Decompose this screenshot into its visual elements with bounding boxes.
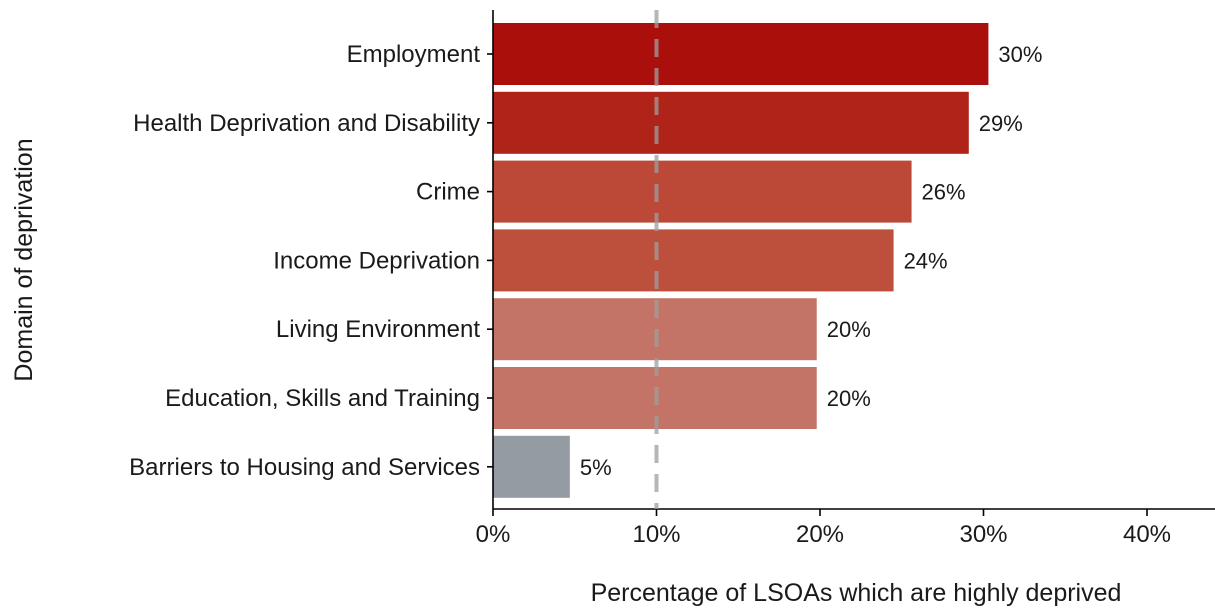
- category-label: Crime: [416, 179, 480, 206]
- data-labels: 30% 29% 26% 24% 20% 20% 5%: [580, 42, 1043, 480]
- category-label: Employment: [347, 41, 481, 68]
- data-label: 20%: [827, 386, 871, 411]
- bar: [493, 160, 912, 223]
- category-labels: Employment Health Deprivation and Disabil…: [129, 41, 480, 481]
- x-tick-label: 0%: [476, 521, 511, 548]
- bar: [493, 91, 969, 154]
- data-label: 30%: [998, 42, 1042, 67]
- category-label: Health Deprivation and Disability: [133, 110, 480, 137]
- data-label: 26%: [922, 180, 966, 205]
- x-tick-label: 10%: [632, 521, 680, 548]
- data-label: 20%: [827, 317, 871, 342]
- x-axis-title: Percentage of LSOAs which are highly dep…: [591, 579, 1122, 607]
- bar: [493, 229, 894, 292]
- data-label: 5%: [580, 455, 612, 480]
- bar: [493, 23, 989, 85]
- data-label: 24%: [904, 248, 948, 273]
- x-tick-label: 40%: [1123, 521, 1171, 548]
- data-label: 29%: [979, 111, 1023, 136]
- category-label: Living Environment: [276, 316, 480, 343]
- x-ticks: 0% 10% 20% 30% 40%: [476, 509, 1171, 548]
- category-label: Income Deprivation: [273, 247, 480, 274]
- y-axis-title: Domain of deprivation: [10, 138, 38, 381]
- x-tick-label: 30%: [959, 521, 1007, 548]
- category-label: Education, Skills and Training: [165, 385, 480, 412]
- bar: [493, 435, 570, 498]
- category-label: Barriers to Housing and Services: [129, 454, 480, 481]
- axes: [487, 10, 1215, 510]
- x-tick-label: 20%: [796, 521, 844, 548]
